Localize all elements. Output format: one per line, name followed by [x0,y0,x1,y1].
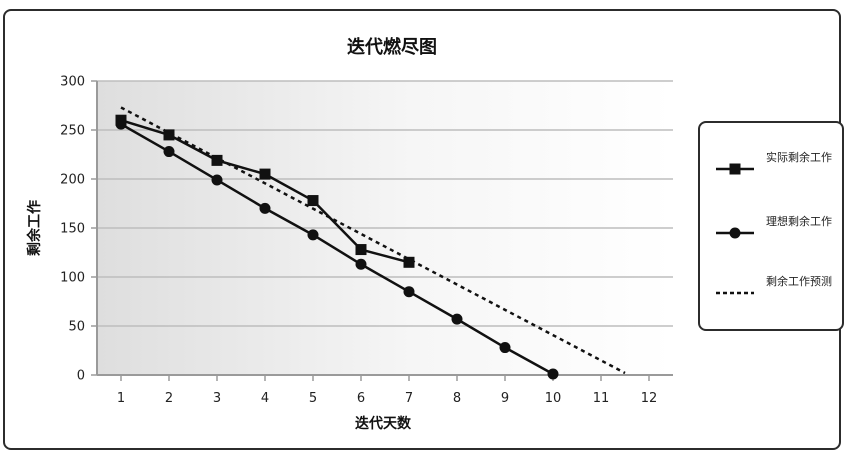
y-tick-labels: 0 50 100 150 200 250 300 [60,75,85,384]
x-tick-label-7: 7 [405,391,413,406]
legend-swatch-actual [716,163,754,175]
legend-item-actual: 实际剩余工作 [714,149,834,189]
point-ideal-7 [403,286,415,298]
x-tick-label-3: 3 [213,391,221,406]
chart-title: 迭代燃尽图 [347,36,437,58]
legend: 实际剩余工作 理想剩余工作 剩余工作预测 [698,121,844,331]
point-actual-6 [355,244,367,256]
series-layer [115,106,626,380]
x-tick-label-10: 10 [545,391,562,406]
point-actual-7 [403,256,415,268]
axes [96,81,673,381]
y-tick-label-50: 50 [68,320,85,335]
y-tick-label-300: 300 [60,75,85,90]
point-ideal-6 [355,258,367,270]
legend-label-actual: 实际剩余工作 [766,151,832,164]
point-actual-2 [163,129,175,141]
series-line-ideal [120,123,554,376]
point-ideal-5 [307,229,319,241]
point-ideal-10 [547,368,559,380]
y-tick-label-150: 150 [60,222,85,237]
gridlines [91,80,673,376]
point-ideal-3 [211,174,223,186]
x-tick-label-6: 6 [357,391,365,406]
x-axis-label: 迭代天数 [355,415,412,432]
point-ideal-1 [115,118,127,130]
legend-label-forecast: 剩余工作预测 [766,275,832,288]
x-tick-label-1: 1 [117,391,125,406]
x-tick-label-4: 4 [261,391,269,406]
y-axis-label: 剩余工作 [26,200,43,256]
point-ideal-4 [259,202,271,214]
x-tick-label-5: 5 [309,391,317,406]
point-actual-3 [211,154,223,166]
x-tick-label-8: 8 [453,391,461,406]
legend-swatch-ideal [716,227,754,239]
y-tick-label-250: 250 [60,124,85,139]
x-tick-label-11: 11 [593,391,610,406]
legend-label-ideal: 理想剩余工作 [766,215,832,228]
y-tick-label-100: 100 [60,271,85,286]
point-ideal-2 [163,146,175,158]
y-tick-label-200: 200 [60,173,85,188]
point-ideal-8 [451,313,463,325]
x-tick-label-2: 2 [165,391,173,406]
x-tick-label-12: 12 [641,391,658,406]
y-tick-label-0: 0 [77,369,85,384]
x-tick-labels: 1 2 3 4 5 6 7 8 9 10 11 12 [117,391,657,406]
series-line-forecast [120,106,626,375]
point-ideal-9 [499,342,511,354]
legend-item-ideal: 理想剩余工作 [714,213,834,253]
legend-swatch-forecast [716,291,754,295]
point-actual-4 [259,168,271,180]
point-actual-5 [307,195,319,207]
legend-item-forecast: 剩余工作预测 [714,273,834,313]
x-tick-label-9: 9 [501,391,509,406]
